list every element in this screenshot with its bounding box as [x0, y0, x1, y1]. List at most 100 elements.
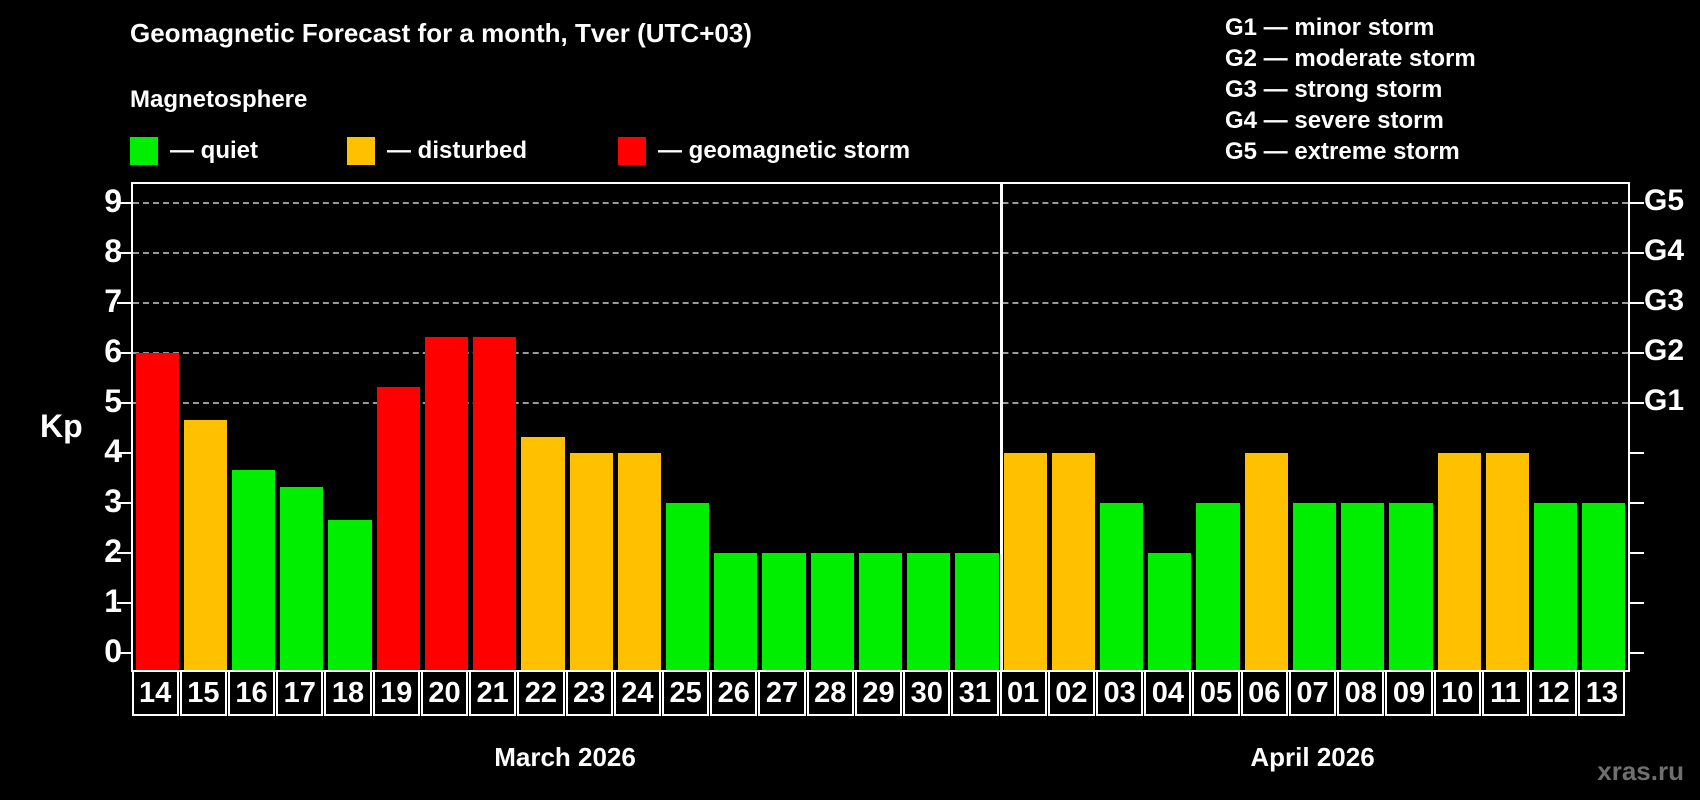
- kp-bar-day-08: [1341, 503, 1385, 670]
- left-tick-kp-4: [117, 452, 131, 454]
- kp-bar-day-21: [473, 336, 517, 670]
- right-tick-kp-3: [1630, 502, 1644, 504]
- day-label-08: 08: [1337, 670, 1385, 716]
- kp-bar-day-15: [183, 419, 227, 670]
- day-label-25: 25: [661, 670, 710, 716]
- left-tick-kp-1: [117, 602, 131, 604]
- day-label-15: 15: [179, 670, 227, 716]
- disturbed-color-swatch: [347, 137, 375, 165]
- g-legend-line-g1: G1 — minor storm: [1225, 14, 1435, 41]
- day-label-28: 28: [806, 670, 854, 716]
- day-label-01: 01: [999, 670, 1047, 716]
- kp-bar-day-19: [376, 386, 420, 670]
- y-tick-label-0: 0: [104, 633, 122, 669]
- right-axis-label-g4: G4: [1644, 234, 1685, 267]
- right-tick-kp-7: [1630, 302, 1644, 304]
- left-tick-kp-9: [117, 202, 131, 204]
- y-tick-label-6: 6: [104, 333, 122, 369]
- kp-bar-day-12: [1534, 503, 1578, 670]
- gridline-kp-7: [133, 302, 1628, 304]
- right-axis-label-g1: G1: [1644, 384, 1685, 417]
- legend-label-quiet: — quiet: [170, 137, 258, 164]
- day-label-07: 07: [1288, 670, 1337, 716]
- kp-bar-day-25: [665, 503, 710, 670]
- legend-item-quiet: — quiet: [130, 136, 258, 166]
- day-label-03: 03: [1096, 670, 1144, 716]
- day-label-23: 23: [565, 670, 613, 716]
- day-label-09: 09: [1385, 670, 1433, 716]
- day-label-29: 29: [854, 670, 903, 716]
- right-tick-kp-1: [1630, 602, 1644, 604]
- kp-bar-day-06: [1244, 453, 1288, 670]
- day-label-16: 16: [227, 670, 276, 716]
- day-label-31: 31: [951, 670, 999, 716]
- right-tick-kp-9: [1630, 202, 1644, 204]
- gridline-kp-9: [133, 202, 1628, 204]
- kp-bar-day-14: [135, 353, 179, 670]
- day-label-04: 04: [1144, 670, 1192, 716]
- kp-bar-day-28: [810, 553, 854, 670]
- kp-bar-day-04: [1148, 553, 1192, 670]
- kp-bar-day-01: [1003, 453, 1047, 670]
- day-label-26: 26: [710, 670, 758, 716]
- legend-label-storm: — geomagnetic storm: [658, 137, 911, 164]
- right-tick-kp-8: [1630, 252, 1644, 254]
- kp-bar-day-02: [1051, 453, 1095, 670]
- g-legend-line-g3: G3 — strong storm: [1225, 76, 1443, 103]
- kp-bar-day-09: [1389, 503, 1433, 670]
- legend-item-disturbed: — disturbed: [347, 136, 527, 166]
- kp-bar-day-29: [858, 553, 903, 670]
- storm-color-swatch: [618, 137, 646, 165]
- kp-bar-day-13: [1582, 503, 1626, 670]
- day-label-20: 20: [420, 670, 469, 716]
- day-label-27: 27: [758, 670, 806, 716]
- day-label-14: 14: [131, 670, 179, 716]
- right-tick-kp-2: [1630, 552, 1644, 554]
- day-axis-row: 14 15 16 17 18 19 20 21 22 23 24 25 26 27 28 29 30 31 01 02…: [131, 670, 1626, 716]
- y-tick-label-8: 8: [104, 233, 122, 269]
- day-label-21: 21: [469, 670, 517, 716]
- y-tick-label-9: 9: [104, 183, 122, 219]
- kp-bar-day-20: [424, 336, 469, 670]
- g-legend-line-g5: G5 — extreme storm: [1225, 138, 1460, 165]
- day-label-12: 12: [1530, 670, 1578, 716]
- y-tick-label-1: 1: [104, 583, 122, 619]
- kp-bar-day-26: [714, 553, 758, 670]
- right-tick-kp-5: [1630, 402, 1644, 404]
- kp-bar-day-17: [280, 486, 324, 670]
- kp-bar-day-27: [762, 553, 806, 670]
- y-tick-label-4: 4: [104, 433, 122, 469]
- right-tick-kp-4: [1630, 452, 1644, 454]
- left-tick-kp-7: [117, 302, 131, 304]
- gridline-kp-6: [133, 352, 1628, 354]
- magnetosphere-subtitle: Magnetosphere: [130, 86, 308, 113]
- day-label-02: 02: [1047, 670, 1095, 716]
- y-tick-label-7: 7: [104, 283, 122, 319]
- gridline-kp-8: [133, 252, 1628, 254]
- g-scale-legend: G1 — minor storm G2 — moderate storm G3 …: [1225, 12, 1476, 167]
- right-axis-label-g2: G2: [1644, 334, 1685, 367]
- y-tick-label-2: 2: [104, 533, 122, 569]
- kp-bar-day-11: [1485, 453, 1530, 670]
- right-axis-label-g3: G3: [1644, 284, 1685, 317]
- day-label-10: 10: [1433, 670, 1481, 716]
- day-label-22: 22: [517, 670, 565, 716]
- left-tick-kp-2: [117, 552, 131, 554]
- left-tick-kp-6: [117, 352, 131, 354]
- legend-item-storm: — geomagnetic storm: [618, 136, 910, 166]
- kp-bar-day-07: [1292, 503, 1337, 670]
- kp-bar-day-31: [955, 553, 999, 670]
- day-label-05: 05: [1192, 670, 1240, 716]
- day-label-24: 24: [613, 670, 661, 716]
- y-tick-label-3: 3: [104, 483, 122, 519]
- g-legend-line-g2: G2 — moderate storm: [1225, 45, 1476, 72]
- quiet-color-swatch: [130, 137, 158, 165]
- chart-title: Geomagnetic Forecast for a month, Tver (…: [130, 18, 752, 48]
- left-tick-kp-8: [117, 252, 131, 254]
- legend-label-disturbed: — disturbed: [387, 137, 528, 164]
- day-label-19: 19: [372, 670, 420, 716]
- day-label-11: 11: [1481, 670, 1530, 716]
- plot-area: [117, 182, 1644, 672]
- right-tick-kp-0: [1630, 652, 1644, 654]
